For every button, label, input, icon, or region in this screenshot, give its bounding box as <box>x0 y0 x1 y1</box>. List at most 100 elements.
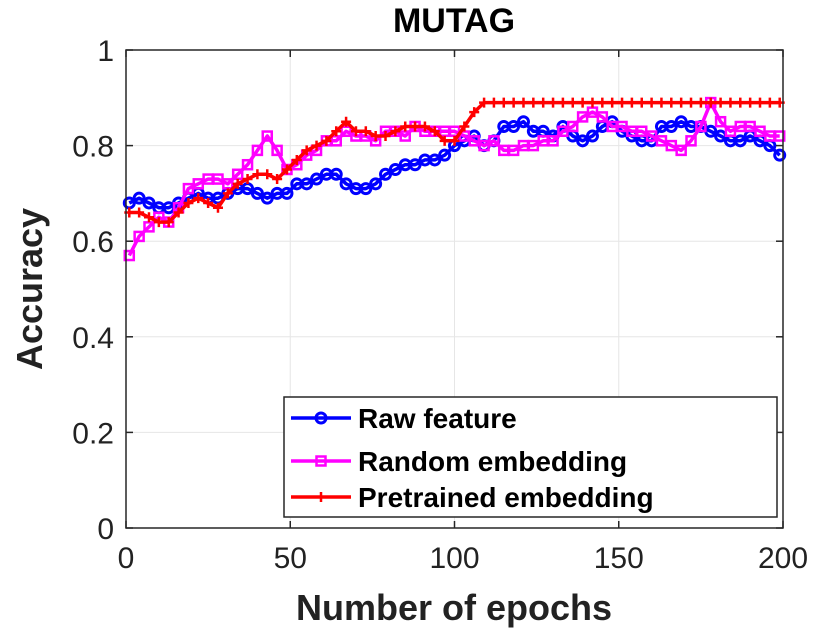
data-point <box>576 134 590 148</box>
data-point <box>538 97 549 108</box>
data-point <box>419 121 430 132</box>
legend-marker <box>314 411 328 425</box>
data-point <box>193 193 204 204</box>
data-point <box>459 121 470 132</box>
legend-entry: Random embedding <box>358 446 627 477</box>
data-point <box>359 182 373 196</box>
data-point <box>370 131 381 142</box>
data-point <box>260 191 274 205</box>
data-point <box>557 97 568 108</box>
data-point <box>262 169 273 180</box>
data-point <box>646 97 657 108</box>
y-tick-label: 0 <box>97 513 114 546</box>
data-point <box>733 134 747 148</box>
x-tick-label: 0 <box>118 542 135 575</box>
data-point <box>133 230 145 243</box>
x-axis-label: Number of epochs <box>296 587 612 628</box>
data-point <box>488 97 499 108</box>
data-point <box>439 135 450 146</box>
legend-entry: Raw feature <box>358 403 517 434</box>
data-point <box>143 212 154 223</box>
data-point <box>212 202 223 213</box>
data-point <box>725 97 736 108</box>
data-point <box>173 207 184 218</box>
chart-title: MUTAG <box>393 2 515 40</box>
data-point <box>617 97 628 108</box>
data-point <box>773 148 787 162</box>
legend: Raw feature Random embedding Pretrained em… <box>283 396 778 518</box>
data-point <box>232 178 243 189</box>
x-tick-label: 200 <box>758 542 808 575</box>
data-point <box>310 172 324 186</box>
data-point <box>222 188 233 199</box>
data-point <box>183 197 194 208</box>
data-point <box>607 97 618 108</box>
data-point <box>390 126 401 137</box>
series-line <box>127 100 780 257</box>
data-point <box>339 177 353 191</box>
data-point <box>399 130 411 142</box>
series-layer <box>122 96 787 262</box>
data-point <box>507 119 521 133</box>
data-point <box>675 144 687 157</box>
data-point <box>685 135 697 147</box>
data-point <box>479 97 490 108</box>
y-axis-label: Accuracy <box>9 208 50 370</box>
data-point <box>548 97 559 108</box>
series-plus <box>124 97 785 228</box>
data-point <box>626 97 637 108</box>
data-point <box>380 131 391 142</box>
y-tick-label: 0.8 <box>72 131 114 164</box>
data-point <box>132 191 146 205</box>
data-point <box>764 97 775 108</box>
data-point <box>567 120 579 133</box>
data-point <box>142 196 156 210</box>
data-point <box>735 97 746 108</box>
x-tick-label: 100 <box>429 542 479 575</box>
data-point <box>242 174 253 185</box>
data-point <box>755 97 766 108</box>
data-point <box>350 126 361 137</box>
data-point <box>300 177 314 191</box>
legend-box <box>283 396 778 518</box>
data-point <box>585 129 599 143</box>
data-point <box>400 121 411 132</box>
data-point <box>241 158 254 171</box>
data-point <box>428 153 442 167</box>
data-point <box>498 97 509 108</box>
data-point <box>330 135 342 147</box>
data-point <box>143 221 155 233</box>
data-point <box>674 115 688 129</box>
data-point <box>280 186 294 200</box>
data-point <box>518 97 529 108</box>
data-point <box>281 164 292 175</box>
data-point <box>301 145 312 156</box>
data-point <box>410 121 421 132</box>
data-point <box>153 217 164 228</box>
data-point <box>134 207 145 218</box>
data-point <box>745 97 756 108</box>
data-point <box>379 167 393 181</box>
data-point <box>695 120 707 133</box>
data-point <box>664 119 678 133</box>
data-point <box>596 111 609 123</box>
data-point <box>488 135 500 147</box>
data-point <box>508 97 519 108</box>
y-tick-label: 0.2 <box>72 417 114 450</box>
data-point <box>123 249 136 262</box>
x-tick-label: 150 <box>594 542 644 575</box>
y-tick-label: 1 <box>97 35 114 68</box>
data-point <box>408 158 422 172</box>
data-point <box>329 167 343 181</box>
data-point <box>331 126 342 137</box>
data-point <box>577 97 588 108</box>
data-point <box>676 97 687 108</box>
data-point <box>163 217 174 228</box>
data-point <box>369 177 383 191</box>
data-point <box>516 115 530 129</box>
data-point <box>686 97 697 108</box>
data-point <box>597 97 608 108</box>
data-point <box>261 130 274 142</box>
data-point <box>449 135 460 146</box>
